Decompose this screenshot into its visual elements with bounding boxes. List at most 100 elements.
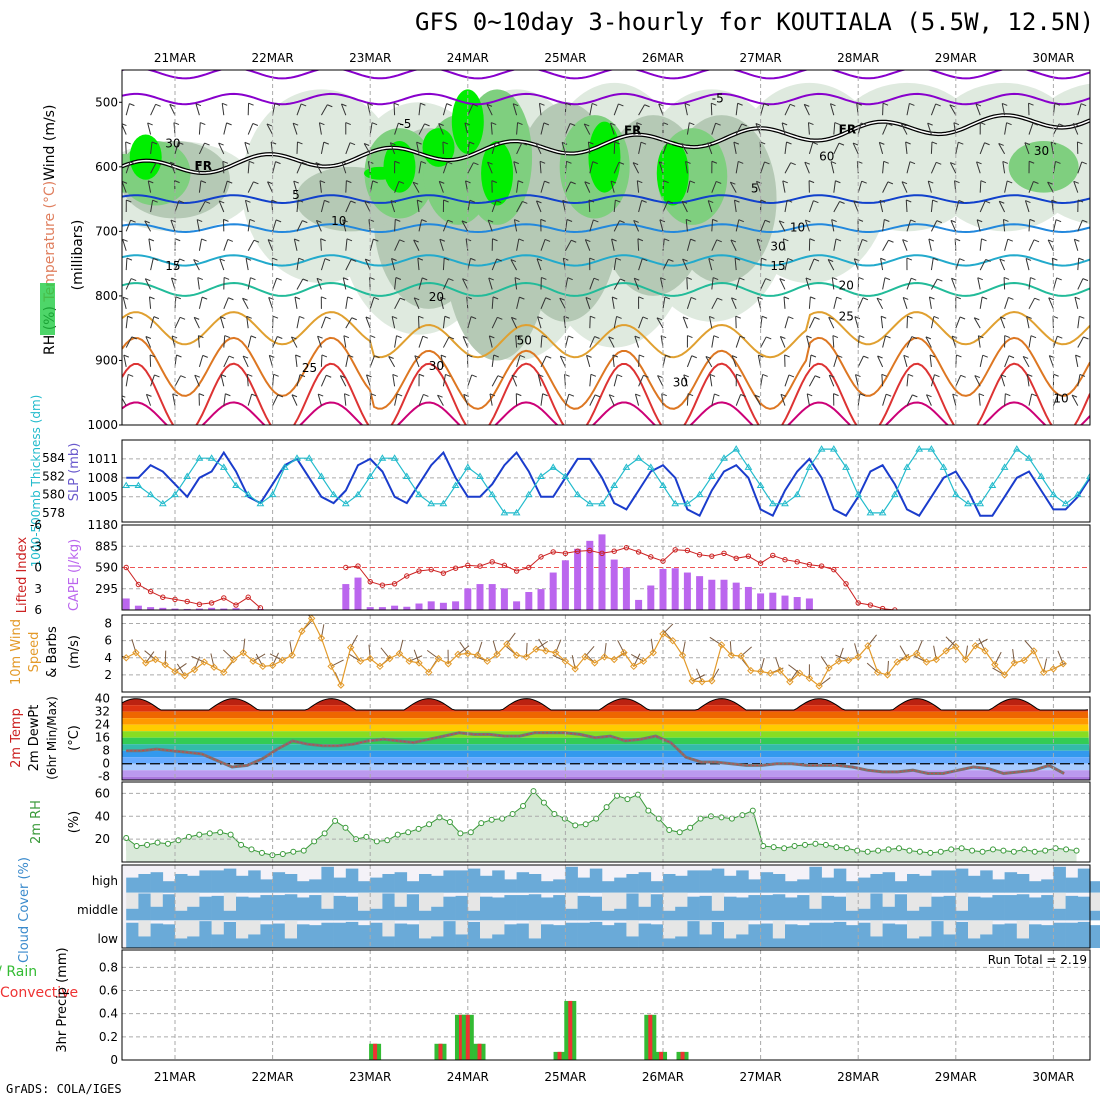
wind-barb-flag — [978, 393, 985, 397]
rh2m-point — [154, 839, 161, 846]
cloud-bar — [833, 868, 847, 893]
wind-barb — [491, 375, 499, 387]
wind-barb — [1052, 219, 1057, 232]
rh2m-point — [530, 788, 537, 795]
rh-high-area — [481, 141, 514, 206]
wind10-point — [659, 630, 667, 638]
cloud-level-label: high — [92, 874, 118, 888]
wind-barb-flag — [295, 354, 301, 358]
rh2m-point — [1000, 847, 1007, 854]
wind-barb — [317, 336, 322, 348]
lifted-index-point — [404, 573, 410, 579]
wind-barb-flag — [858, 276, 864, 280]
wind-barb-flag — [665, 354, 671, 358]
thickness-point — [634, 454, 643, 461]
wind-barb-flag — [561, 141, 568, 145]
cloud-bar — [821, 922, 835, 948]
wind-barb — [760, 336, 767, 348]
rh2m-point — [614, 792, 621, 799]
cape-bar — [561, 560, 569, 610]
wind-barb — [516, 201, 523, 213]
wind-barb — [247, 335, 252, 348]
wind-barb — [487, 162, 493, 174]
wind-barb-flag — [294, 238, 300, 242]
wind-barb — [784, 141, 788, 154]
wind-barb-flag — [175, 238, 181, 242]
wind10-point — [493, 650, 501, 659]
wind-barb-flag — [301, 161, 307, 165]
cloud-gap — [614, 892, 627, 909]
rh2m-point — [415, 825, 422, 832]
wind-barb — [735, 161, 739, 174]
wind-barb-flag — [614, 141, 620, 145]
cloud-bar — [931, 870, 944, 893]
wind-barb — [539, 161, 542, 174]
wind-barb-flag — [469, 141, 475, 145]
wind-barb — [979, 355, 984, 368]
cloud-bar — [504, 924, 517, 948]
wind-barb-flag — [860, 122, 867, 126]
temp-band — [122, 718, 1090, 725]
wind10-point — [1039, 668, 1048, 677]
wind-barb — [513, 219, 518, 232]
rh2m-point — [833, 844, 840, 851]
cloud-bar — [309, 879, 322, 893]
wind10-point — [571, 665, 579, 673]
wind-barb — [369, 297, 375, 309]
wind-barb-flag — [610, 122, 616, 126]
y-tick-label-pressure: 700 — [95, 224, 118, 238]
wind-barb-flag — [610, 180, 617, 184]
wind-barb-flag — [516, 393, 522, 397]
wind-barb-flag — [273, 373, 279, 377]
wind-barb-flag — [346, 238, 353, 242]
wind-barb — [877, 355, 884, 368]
wind-barb — [902, 239, 908, 251]
cloud-bar — [394, 906, 408, 921]
wind-barb-flag — [635, 393, 641, 397]
rh2m-point — [749, 807, 756, 814]
wind-barb-flag — [640, 141, 647, 145]
rh-high-area — [129, 134, 162, 180]
wind-barb-flag — [1047, 239, 1054, 243]
cloud-bar — [711, 910, 725, 921]
wind-barb — [169, 104, 176, 116]
wind-barb — [247, 181, 254, 193]
cloud-gap — [284, 920, 298, 939]
cloud-bar — [358, 910, 371, 921]
wind-barb-flag — [325, 374, 332, 378]
cloud-bar — [577, 895, 591, 921]
cloud-gap — [175, 892, 188, 911]
wind-barb-flag — [364, 143, 370, 146]
wind-barb-flag — [590, 315, 596, 319]
cloud-bar — [699, 934, 713, 948]
cloud-bar — [1029, 897, 1042, 921]
thickness-point — [378, 454, 387, 461]
cloud-bar — [443, 921, 456, 948]
cloud-bar — [260, 879, 273, 893]
wind-barb-flag — [129, 161, 136, 165]
wind-barb-flag — [130, 278, 137, 281]
lifted-index-point — [147, 588, 154, 595]
wind-barb — [125, 220, 132, 232]
wind-barb — [634, 393, 640, 406]
x-tick-label-top: 29MAR — [935, 51, 977, 65]
wind-barb — [857, 181, 863, 193]
cloud-bar — [126, 877, 139, 893]
wind-barb-flag — [495, 141, 501, 145]
lifted-index-point — [831, 566, 837, 573]
cape-layer — [122, 534, 898, 610]
wind-barb-flag — [828, 316, 834, 320]
wind-barb-flag — [884, 219, 890, 222]
wind-barb — [150, 316, 155, 329]
cloud-bar — [541, 881, 554, 893]
wind10-point — [991, 660, 999, 669]
cloud-bar — [821, 877, 835, 893]
wind-barb-flag — [760, 199, 766, 203]
wind-barb — [292, 123, 298, 135]
rh2m-point — [927, 849, 934, 856]
wind-barb-flag — [560, 355, 566, 359]
wind-barb-flag — [471, 374, 477, 378]
temp-tick-label: 8 — [102, 744, 110, 758]
temp-frame — [121, 696, 1091, 781]
wind-barb — [511, 374, 518, 387]
